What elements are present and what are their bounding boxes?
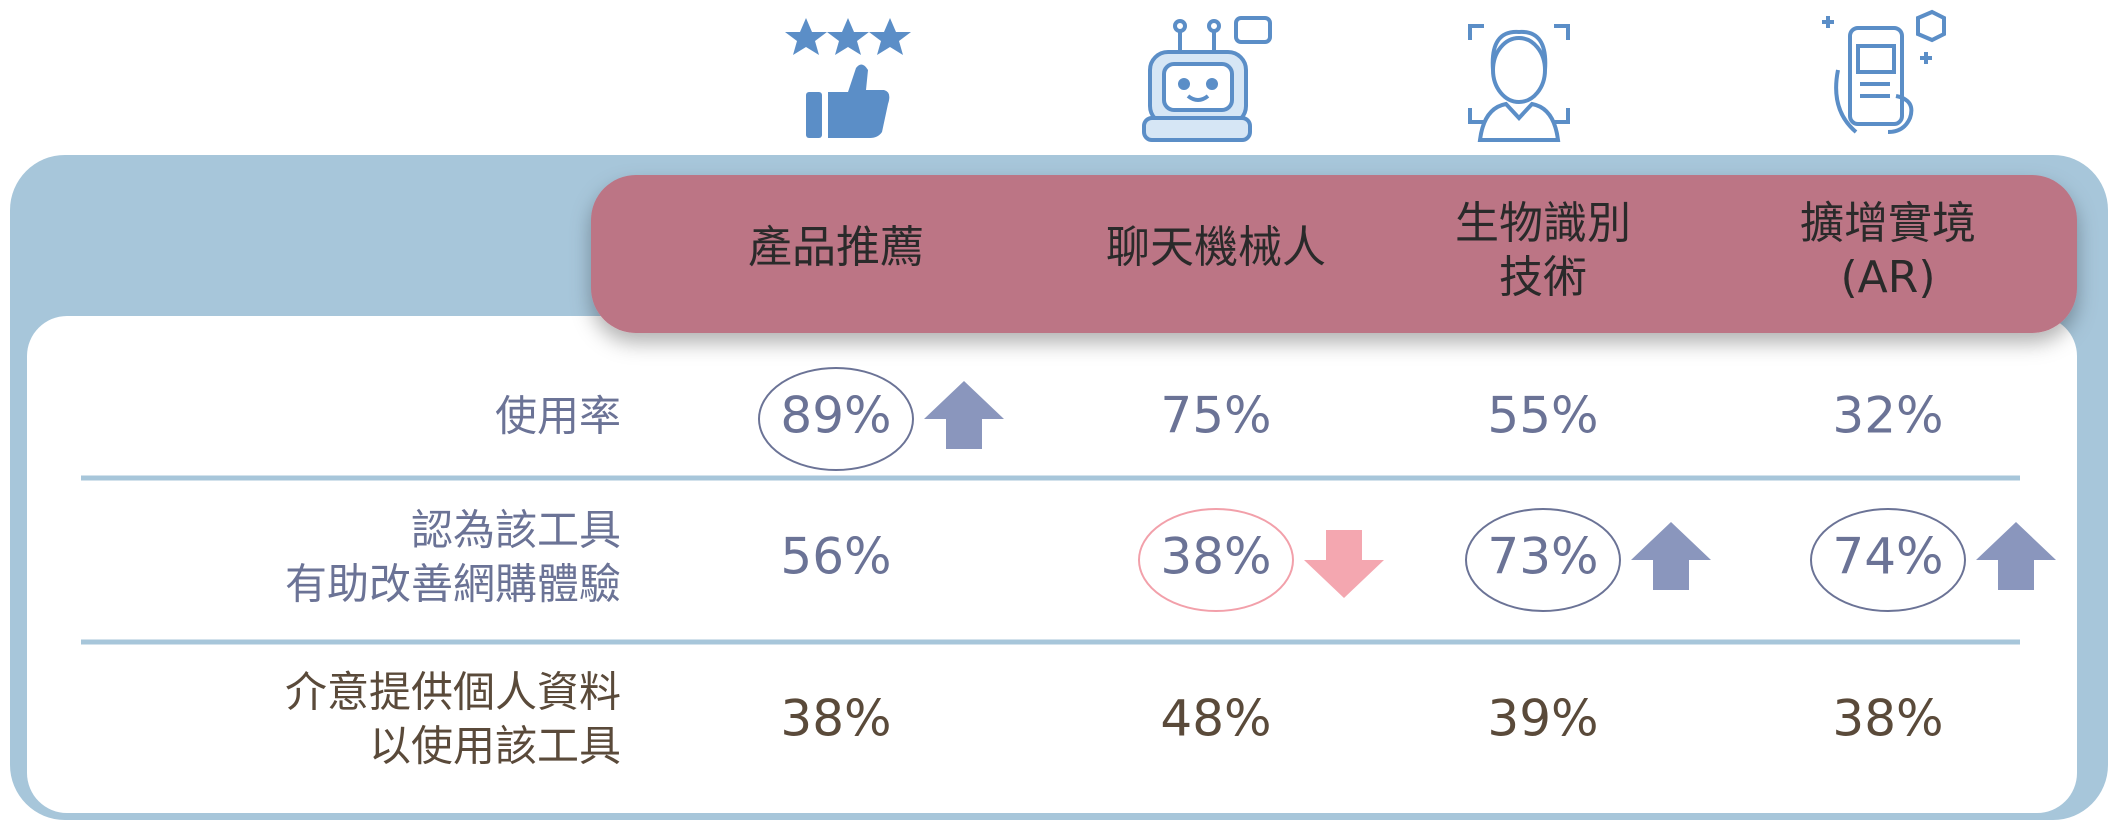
- column-header: 聊天機械人: [1106, 222, 1326, 273]
- icon-ar: [1822, 9, 1946, 134]
- cell-value: 38%: [1832, 690, 1943, 748]
- cell-value: 89%: [780, 387, 891, 445]
- cell-value: 38%: [1160, 528, 1271, 586]
- arrow-up: [924, 381, 1004, 449]
- arrow-up: [1976, 522, 2056, 590]
- cell-value: 38%: [780, 690, 891, 748]
- cell-value: 32%: [1832, 387, 1943, 445]
- header-band: [591, 175, 2077, 333]
- cell-value: 73%: [1487, 528, 1598, 586]
- cell-value: 55%: [1487, 387, 1598, 445]
- cell-value: 74%: [1832, 528, 1943, 586]
- column-header: 生物識別: [1455, 198, 1631, 249]
- highlight-circle: [1138, 508, 1294, 612]
- arrow-down: [1304, 530, 1384, 598]
- arrow-up: [1631, 522, 1711, 590]
- row-label: 有助改善網購體驗: [285, 560, 621, 609]
- column-header: 產品推薦: [748, 222, 924, 273]
- highlight-circle: [1465, 508, 1621, 612]
- column-header: (AR): [1840, 252, 1935, 303]
- cell-value: 56%: [780, 528, 891, 586]
- cell-value: 75%: [1160, 387, 1271, 445]
- highlight-circle: [758, 367, 914, 471]
- row-label: 介意提供個人資料: [285, 668, 621, 717]
- row-label: 認為該工具: [411, 506, 621, 555]
- row-label: 以使用該工具: [369, 722, 621, 771]
- cell-value: 39%: [1487, 690, 1598, 748]
- cell-value: 48%: [1160, 690, 1271, 748]
- inner-panel: [27, 316, 2077, 813]
- highlight-circle: [1810, 508, 1966, 612]
- icon-biometric: [1468, 24, 1570, 142]
- column-header: 擴增實境: [1800, 198, 1976, 249]
- icon-recommend: [785, 18, 911, 138]
- column-header: 技術: [1499, 252, 1587, 303]
- row-label: 使用率: [495, 392, 621, 441]
- icon-chatbot: [1142, 16, 1272, 142]
